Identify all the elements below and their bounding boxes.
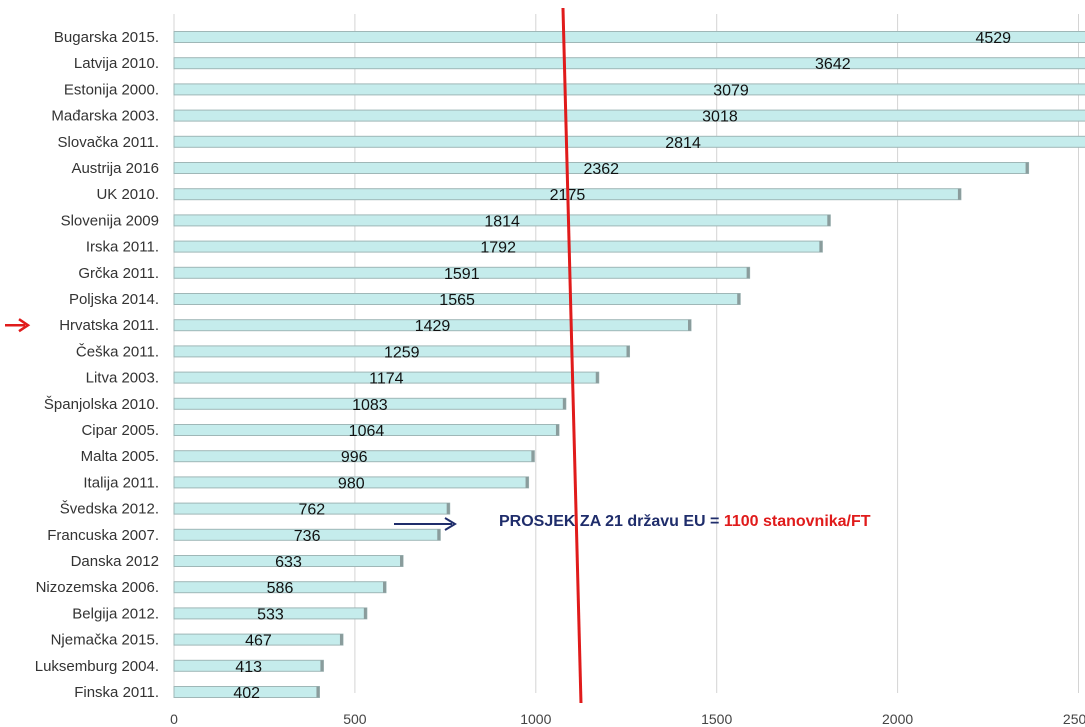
data-label: 586 (267, 580, 294, 597)
category-label: Finska 2011. (74, 684, 159, 701)
data-label: 2362 (583, 161, 619, 178)
data-label: 762 (298, 502, 325, 519)
bar-end (339, 634, 343, 646)
data-label: 633 (275, 554, 302, 571)
bar-end (688, 319, 692, 331)
category-label: Litva 2003. (86, 370, 159, 387)
average-annotation: PROSJEK ZA 21 državu EU = 1100 stanovnik… (499, 513, 871, 531)
bar-end (400, 555, 404, 567)
bar (173, 31, 1085, 43)
bar (173, 607, 368, 620)
data-label: 4529 (975, 30, 1011, 47)
category-label: Slovenija 2009 (61, 212, 159, 229)
bar-end (383, 581, 387, 593)
category-label: Francuska 2007. (47, 527, 159, 544)
data-label: 413 (235, 659, 262, 676)
bar-end (531, 450, 535, 462)
category-label: Latvija 2010. (74, 55, 159, 72)
category-label: UK 2010. (96, 186, 159, 203)
bar-end (819, 241, 823, 253)
bar-end (525, 476, 529, 488)
bar-end (437, 529, 441, 541)
category-label: Italija 2011. (83, 474, 159, 491)
right-arrow-icon (18, 318, 31, 333)
data-label: 1429 (415, 318, 451, 335)
data-label: 467 (245, 633, 272, 650)
bar-end (320, 660, 324, 672)
bar (173, 135, 1085, 148)
x-tick-labels: 0500100015002000250030003500400045005000 (170, 711, 1085, 727)
category-label: Hrvatska 2011. (59, 317, 159, 334)
category-label: Grčka 2011. (78, 265, 159, 282)
category-label: Estonija 2000. (64, 81, 159, 98)
bar-end (737, 293, 741, 305)
data-label: 2814 (665, 135, 701, 152)
highlight-marker (5, 318, 31, 333)
data-label: 533 (257, 606, 284, 623)
category-label: Švedska 2012. (60, 501, 159, 518)
annotation-highlight: 1100 stanovnika/FT (723, 513, 871, 530)
annotation-prefix: PROSJEK ZA 21 državu EU = (499, 513, 724, 530)
bar-end (827, 214, 831, 226)
data-label: 996 (341, 449, 368, 466)
category-label: Cipar 2005. (81, 422, 159, 439)
annotation-pointer (394, 517, 457, 531)
category-label: Mađarska 2003. (51, 108, 159, 125)
data-label: 1591 (444, 266, 480, 283)
data-label: 1792 (480, 240, 516, 257)
data-label: 980 (338, 475, 365, 492)
data-label: 1174 (369, 371, 404, 388)
category-label: Nizozemska 2006. (36, 579, 159, 596)
bar-end (957, 188, 961, 200)
data-label: 1565 (439, 292, 475, 309)
bar-end (595, 372, 599, 384)
category-labels: Bugarska 2015. Latvija 2010. Estonija 2000… (35, 29, 159, 701)
data-label: 3642 (815, 56, 851, 73)
bar-end (1025, 162, 1029, 174)
data-label: 1814 (484, 213, 520, 230)
category-label: Njemačka 2015. (51, 632, 159, 649)
category-label: Malta 2005. (81, 448, 159, 465)
category-label: Slovačka 2011. (58, 134, 159, 151)
x-tick-label: 500 (343, 711, 367, 727)
category-label: Luksemburg 2004. (35, 658, 159, 675)
average-line (561, 7, 583, 704)
bar (173, 83, 1085, 96)
x-tick-label: 1000 (520, 711, 551, 727)
right-arrow-icon (444, 517, 457, 531)
category-label: Češka 2011. (76, 343, 159, 360)
bar (173, 109, 1085, 122)
data-label: 402 (233, 685, 260, 702)
data-label: 3018 (702, 109, 738, 126)
data-label: 3079 (713, 82, 749, 99)
bar-end (555, 424, 559, 436)
category-label: Belgija 2012. (72, 605, 159, 622)
category-label: Austrija 2016 (71, 160, 159, 177)
category-label: Irska 2011. (86, 239, 159, 256)
bar (173, 57, 1085, 70)
bars: 4529364230793018281423622175181417921591… (173, 30, 1085, 702)
data-label: 1064 (349, 423, 385, 440)
data-label: 1083 (352, 397, 388, 414)
category-label: Španjolska 2010. (44, 396, 159, 413)
bar-end (316, 686, 320, 698)
x-tick-label: 2000 (882, 711, 913, 727)
average-line-group (561, 7, 583, 704)
x-tick-label: 2500 (1063, 711, 1085, 727)
bar-end (363, 607, 367, 619)
x-tick-label: 1500 (701, 711, 732, 727)
bar-end (446, 503, 450, 515)
bar-end (746, 267, 750, 279)
category-label: Danska 2012 (71, 553, 159, 570)
x-tick-label: 0 (170, 711, 178, 727)
bar-end (562, 398, 566, 410)
bar-end (626, 345, 630, 357)
category-label: Bugarska 2015. (54, 29, 159, 46)
data-label: 736 (294, 528, 321, 545)
category-label: Poljska 2014. (69, 291, 159, 308)
data-label: 1259 (384, 344, 420, 361)
